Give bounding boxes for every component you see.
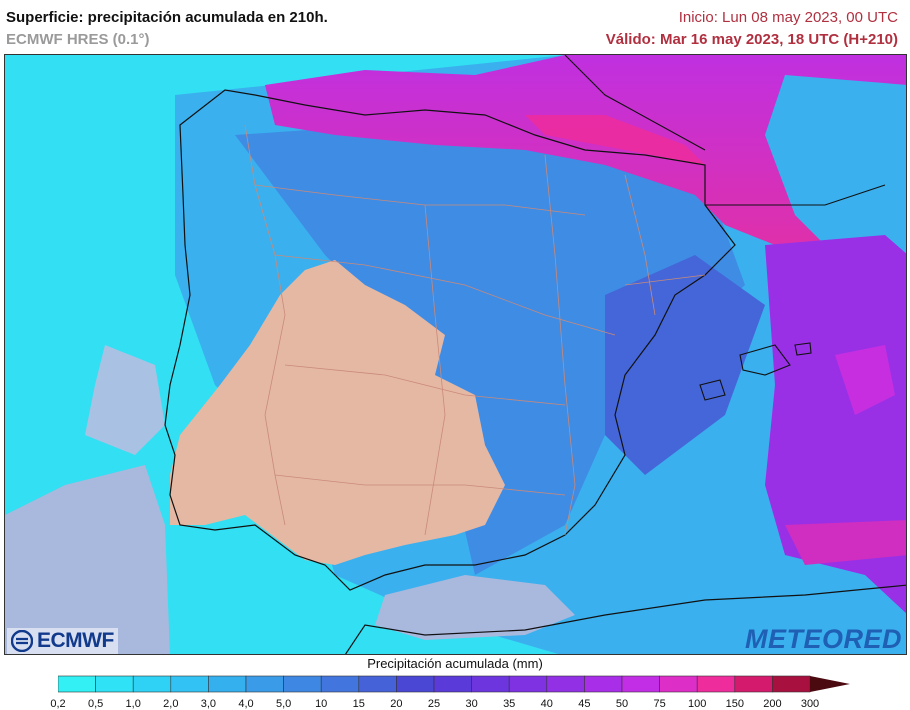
legend-swatch bbox=[433, 675, 472, 693]
meteored-logo: METEORED bbox=[744, 624, 902, 654]
legend-swatch bbox=[320, 675, 360, 693]
heavy-precip-mediterranean bbox=[765, 235, 906, 614]
legend-tick-label: 4,0 bbox=[238, 698, 254, 710]
legend-tick-label: 45 bbox=[578, 698, 591, 710]
time-block: Inicio: Lun 08 may 2023, 00 UTC Válido: … bbox=[606, 8, 898, 49]
legend-tick-label: 3,0 bbox=[200, 698, 217, 710]
legend-tick-label: 200 bbox=[763, 698, 782, 710]
legend-swatch bbox=[546, 675, 585, 693]
legend-colorbar bbox=[58, 675, 850, 693]
legend-swatch bbox=[584, 675, 623, 693]
legend-tick-label: 1,0 bbox=[125, 698, 141, 710]
legend-tick-label: 15 bbox=[352, 698, 365, 710]
legend-swatch bbox=[696, 675, 736, 693]
iberian-coastline bbox=[164, 89, 736, 591]
dry-land-interior bbox=[170, 260, 505, 565]
precipitation-map bbox=[4, 54, 907, 655]
legend-swatch bbox=[358, 675, 397, 693]
very-heavy-precip-pyrenees bbox=[525, 115, 705, 165]
legend-tick-label: 10 bbox=[315, 698, 328, 710]
legend-swatch bbox=[508, 675, 548, 693]
legend-arrow bbox=[810, 676, 850, 692]
ecmwf-logo: ECMWF bbox=[7, 628, 118, 654]
legend-swatch bbox=[772, 675, 811, 693]
valid-time: Válido: Mar 16 may 2023, 18 UTC (H+210) bbox=[605, 31, 898, 48]
precip-zone-east bbox=[605, 255, 765, 475]
legend-tick-label: 50 bbox=[615, 698, 629, 710]
admin-borders bbox=[244, 124, 706, 536]
legend-swatch bbox=[132, 675, 172, 693]
title-block: Superficie: precipitación acumulada en 2… bbox=[6, 8, 328, 49]
legend-tick-label: 2,0 bbox=[163, 698, 179, 710]
legend-swatch bbox=[245, 675, 284, 693]
legend-title: Precipitación acumulada (mm) bbox=[367, 656, 543, 671]
legend-swatch bbox=[621, 675, 660, 693]
legend-swatch bbox=[283, 675, 322, 693]
legend-tick-label: 300 bbox=[800, 698, 820, 710]
legend-tick-label: 0,2 bbox=[50, 698, 66, 710]
model-label: ECMWF HRES (0.1°) bbox=[6, 31, 150, 48]
ecmwf-logo-text: ECMWF bbox=[37, 629, 114, 652]
heavy-precip-sardinia bbox=[785, 520, 906, 565]
dry-sea-atlantic bbox=[5, 465, 170, 654]
legend-swatch bbox=[471, 675, 510, 693]
dry-sea-west bbox=[85, 345, 165, 455]
legend-tick-label: 35 bbox=[503, 698, 516, 710]
legend-tick-label: 40 bbox=[540, 698, 553, 710]
legend-tick-label: 150 bbox=[725, 698, 744, 710]
legend-tick-label: 20 bbox=[390, 698, 403, 710]
balearic-islands bbox=[699, 342, 812, 401]
map-title: Superficie: precipitación acumulada en 2… bbox=[6, 9, 328, 26]
heavy-precip-balearic bbox=[835, 345, 895, 415]
france-coastline bbox=[564, 55, 886, 206]
legend-tick-label: 75 bbox=[653, 698, 666, 710]
legend-swatch bbox=[208, 675, 247, 693]
precip-zone-blue bbox=[235, 115, 745, 575]
legend-swatch bbox=[734, 675, 773, 693]
legend-swatch bbox=[396, 675, 435, 693]
dry-sea-alboran bbox=[375, 575, 575, 640]
ecmwf-mark-icon bbox=[11, 630, 33, 652]
legend-tick-label: 100 bbox=[688, 698, 707, 710]
legend-tick-label: 25 bbox=[427, 698, 441, 710]
map-svg bbox=[5, 55, 906, 654]
legend-swatch bbox=[659, 675, 698, 693]
init-time: Inicio: Lun 08 may 2023, 00 UTC bbox=[678, 9, 898, 26]
legend-swatch bbox=[170, 675, 209, 693]
legend-tick-label: 5,0 bbox=[275, 698, 292, 710]
legend-swatch bbox=[95, 675, 134, 693]
legend-tick-label: 30 bbox=[465, 698, 478, 710]
legend-tick-label: 0,5 bbox=[87, 698, 104, 710]
africa-coastline bbox=[344, 584, 906, 654]
legend-swatch bbox=[58, 675, 96, 693]
